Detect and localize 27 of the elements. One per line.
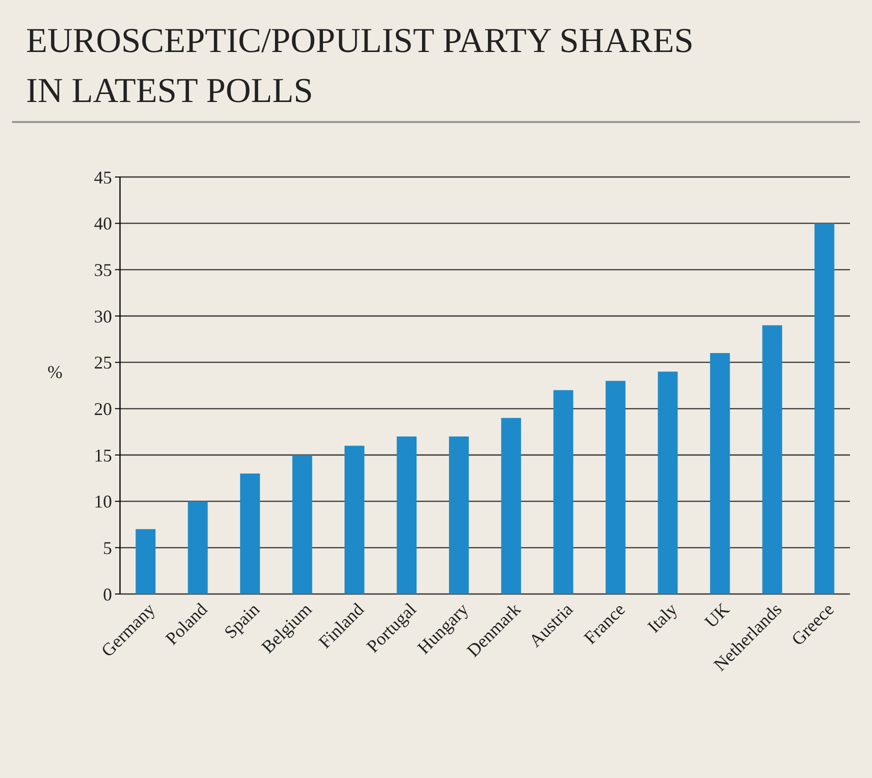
bar [658, 372, 678, 594]
y-tick-label: 10 [94, 492, 112, 512]
bar [762, 325, 782, 594]
y-tick-label: 30 [94, 306, 112, 326]
bar [344, 446, 364, 594]
y-tick-label: 20 [94, 398, 112, 419]
y-tick-label: 0 [103, 584, 112, 604]
y-tick-label: 25 [94, 352, 112, 373]
bar [240, 474, 260, 594]
bar [136, 529, 156, 594]
x-tick-label: Italy [644, 599, 682, 637]
bar [188, 501, 208, 594]
y-axis-title: % [48, 362, 62, 382]
bar [814, 223, 834, 594]
y-tick-label: 5 [103, 538, 112, 558]
bar [553, 390, 574, 594]
y-tick-label: 40 [94, 214, 112, 234]
y-tick-label: 35 [94, 260, 112, 280]
bar [396, 436, 417, 594]
bar [606, 380, 626, 594]
y-tick-label: 15 [94, 445, 112, 466]
y-tick-label: 45 [94, 167, 112, 188]
bar [292, 455, 312, 594]
chart-title: EUROSCEPTIC/POPULIST PARTY SHARES IN LATEST POLLS [26, 21, 694, 110]
bar [501, 418, 522, 594]
bar [448, 436, 469, 594]
bar [710, 353, 730, 594]
